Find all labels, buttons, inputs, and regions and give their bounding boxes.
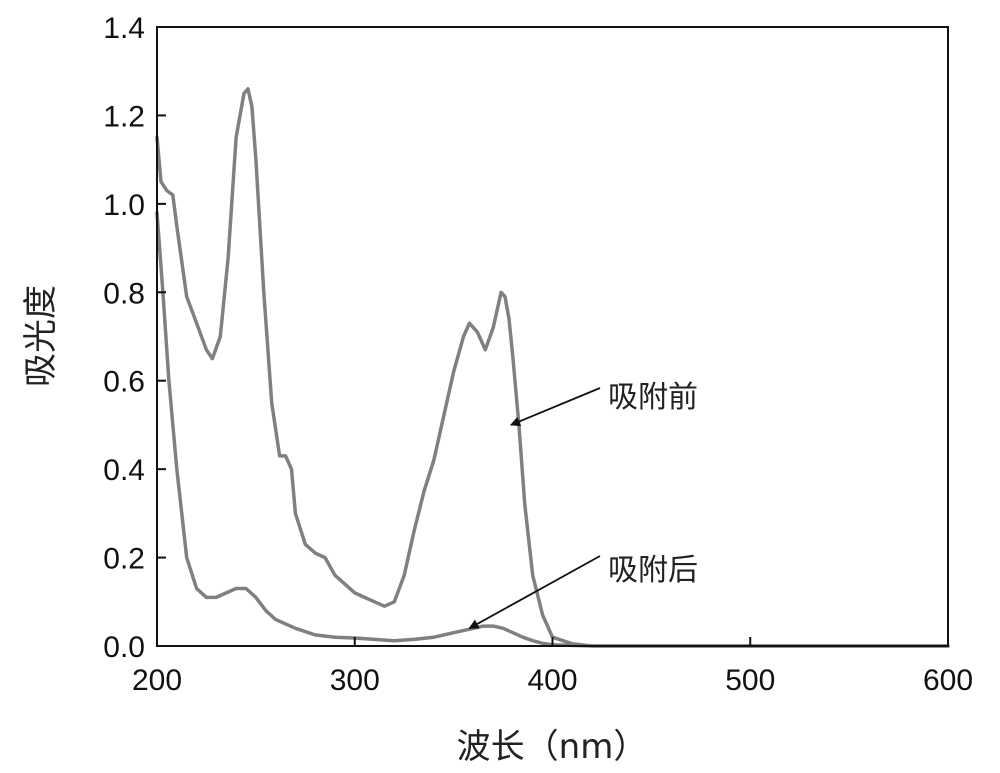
y-tick-label: 0.8 (103, 277, 145, 310)
before-adsorption-label: 吸附前 (608, 380, 698, 415)
after-adsorption-label: 吸附后 (608, 553, 698, 588)
y-tick-label: 0.4 (103, 454, 145, 487)
x-tick-label: 300 (330, 664, 380, 697)
y-tick-label: 0.6 (103, 366, 145, 399)
x-tick-label: 600 (923, 664, 973, 697)
after-adsorption-arrow (468, 555, 601, 630)
y-tick-label: 1.2 (103, 100, 145, 133)
before-adsorption-arrow (510, 387, 601, 427)
after-adsorption-line (155, 210, 950, 648)
y-axis-title: 吸光度 (21, 285, 61, 387)
plot-frame (156, 26, 949, 647)
y-tick-label: 0.2 (103, 543, 145, 576)
y-tick-label: 0.0 (103, 631, 145, 664)
x-tick-label: 500 (725, 664, 775, 697)
y-tick-label: 1.4 (103, 12, 145, 45)
y-tick-label: 1.0 (103, 189, 145, 222)
x-tick-label: 400 (527, 664, 577, 697)
x-tick-label: 200 (132, 664, 182, 697)
before-adsorption-line (155, 87, 950, 648)
x-axis-title: 波长（nm） (457, 727, 648, 767)
